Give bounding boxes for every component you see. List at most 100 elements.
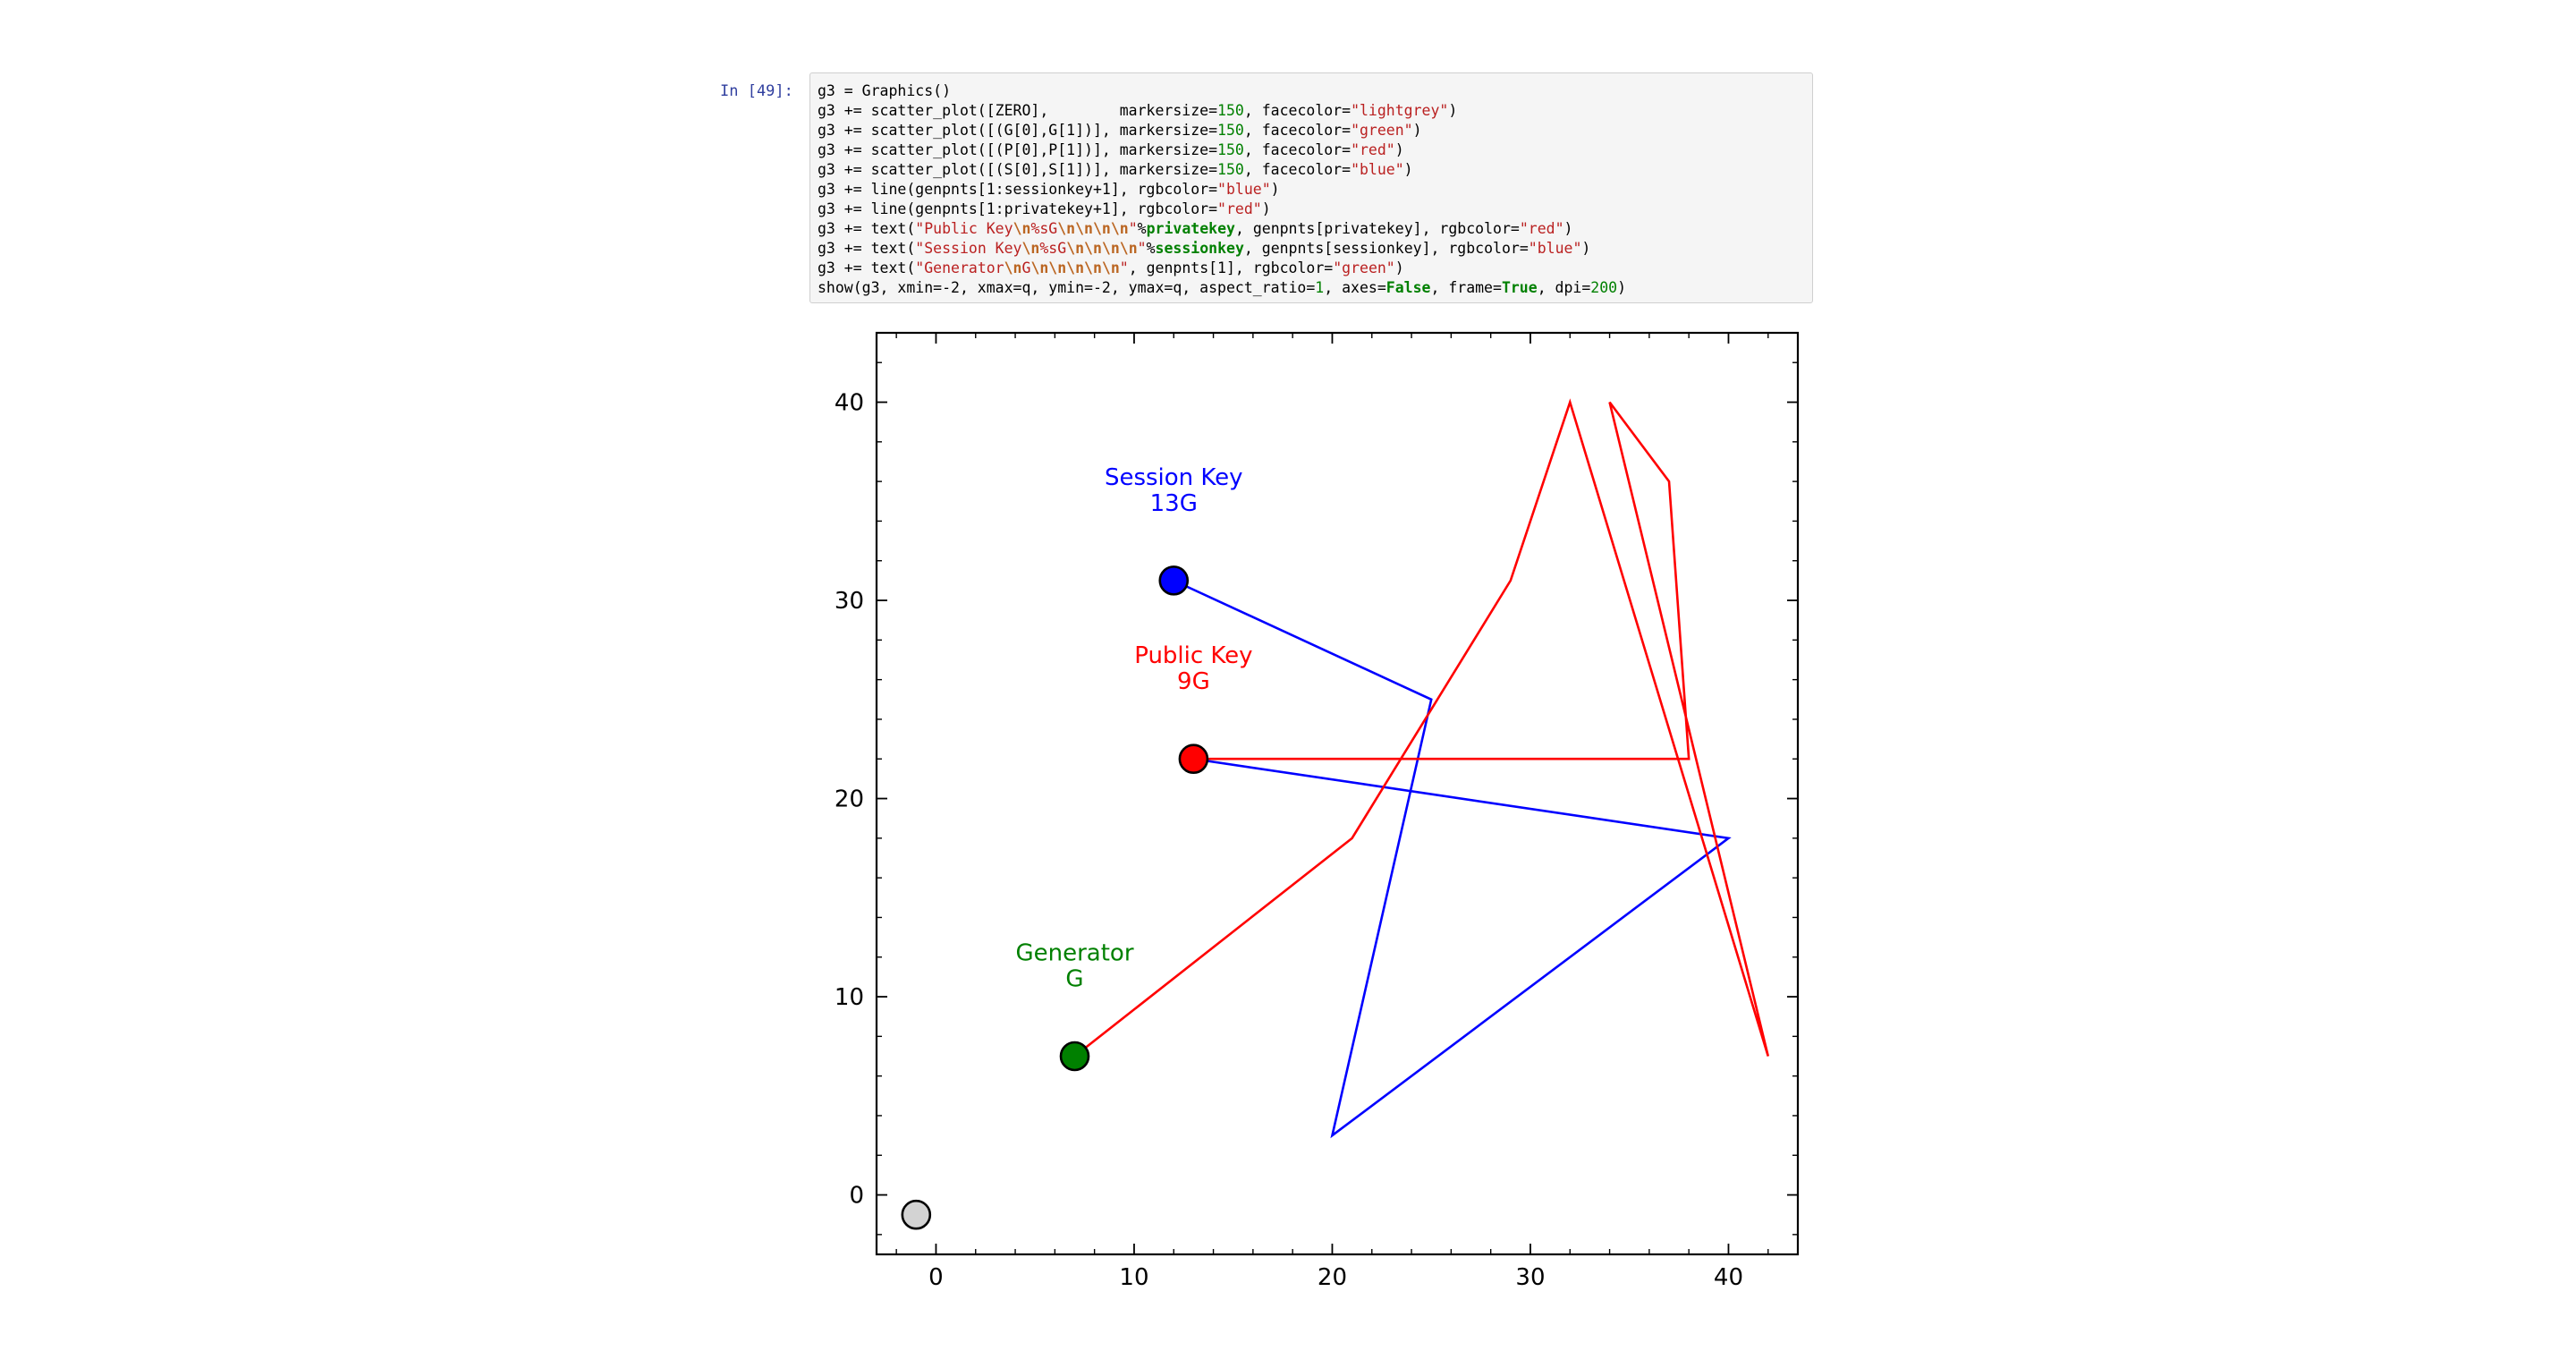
- code-token: 1: [1315, 279, 1325, 296]
- code-token: \n\n\n\n\n: [1030, 259, 1120, 276]
- code-cell-input[interactable]: g3 = Graphics() g3 += scatter_plot([ZERO]…: [809, 72, 1813, 303]
- x-tick-label: 30: [1515, 1264, 1545, 1291]
- y-tick-label: 30: [835, 588, 864, 615]
- code-line: g3 = Graphics(): [818, 81, 1805, 101]
- code-token: , genpnts[1], rgbcolor=: [1128, 259, 1334, 276]
- code-token: , facecolor=: [1243, 102, 1352, 119]
- code-token: ): [1563, 220, 1573, 237]
- code-token: g3 += scatter_plot([ZERO], markersize=: [818, 102, 1218, 119]
- code-token: False: [1385, 279, 1431, 296]
- code-token: ): [1448, 102, 1458, 119]
- code-token: "Session Key: [915, 240, 1022, 257]
- code-token: , genpnts[sessionkey], rgbcolor=: [1243, 240, 1529, 257]
- code-token: "lightgrey": [1351, 102, 1449, 119]
- code-token: \n\n\n\n: [1057, 220, 1129, 237]
- zero-point: [901, 1199, 932, 1230]
- code-token: , facecolor=: [1243, 141, 1352, 158]
- code-token: ): [1412, 122, 1422, 139]
- code-token: %sG: [1030, 220, 1058, 237]
- generator-label: G: [1065, 965, 1083, 992]
- series-line-0: [1173, 579, 1732, 1139]
- code-token: privatekey: [1146, 220, 1235, 237]
- code-token: True: [1501, 279, 1538, 296]
- code-line: g3 += text("Session Key\n%sG\n\n\n\n"%se…: [818, 239, 1805, 259]
- code-token: ": [1128, 220, 1138, 237]
- code-token: g3 += text(: [818, 259, 916, 276]
- code-token: "blue": [1351, 161, 1404, 178]
- code-token: , axes=: [1324, 279, 1386, 296]
- code-token: "blue": [1528, 240, 1582, 257]
- code-token: "Generator: [915, 259, 1004, 276]
- code-token: ): [1394, 259, 1404, 276]
- code-token: g3 += line(genpnts[1:privatekey+1], rgbc…: [818, 200, 1218, 217]
- code-token: ): [1394, 141, 1404, 158]
- code-token: \n\n\n\n: [1066, 240, 1138, 257]
- code-line: g3 += line(genpnts[1:sessionkey+1], rgbc…: [818, 180, 1805, 200]
- code-line: show(g3, xmin=-2, xmax=q, ymin=-2, ymax=…: [818, 278, 1805, 298]
- public-key-label: 9G: [1177, 668, 1210, 695]
- y-tick-label: 20: [835, 786, 864, 813]
- code-token: ): [1581, 240, 1591, 257]
- code-token: 150: [1217, 141, 1244, 158]
- code-token: G: [1021, 259, 1031, 276]
- code-token: , facecolor=: [1243, 161, 1352, 178]
- code-token: , genpnts[privatekey], rgbcolor=: [1234, 220, 1520, 237]
- code-token: , facecolor=: [1243, 122, 1352, 139]
- generator-point: [1059, 1041, 1090, 1072]
- code-token: , dpi=: [1537, 279, 1591, 296]
- code-token: ): [1617, 279, 1627, 296]
- code-token: g3 = Graphics(): [818, 82, 952, 99]
- code-token: "green": [1351, 122, 1413, 139]
- public-key-point: [1178, 743, 1209, 775]
- series-line-1: [1073, 398, 1770, 1058]
- x-tick-label: 40: [1714, 1264, 1743, 1291]
- code-token: \n: [1004, 259, 1022, 276]
- code-token: ): [1403, 161, 1413, 178]
- y-tick-label: 10: [835, 984, 864, 1011]
- code-token: , frame=: [1430, 279, 1502, 296]
- code-token: g3 += scatter_plot([(P[0],P[1])], marker…: [818, 141, 1218, 158]
- session-key-label: 13G: [1150, 490, 1198, 517]
- code-token: 150: [1217, 102, 1244, 119]
- code-token: g3 += line(genpnts[1:sessionkey+1], rgbc…: [818, 181, 1218, 198]
- code-token: g3 += text(: [818, 240, 916, 257]
- code-token: show(g3, xmin=-2, xmax=q, ymin=-2, ymax=…: [818, 279, 1316, 296]
- x-tick-label: 20: [1318, 1264, 1347, 1291]
- y-tick-label: 0: [849, 1183, 864, 1210]
- code-token: "red": [1519, 220, 1564, 237]
- code-token: "red": [1351, 141, 1395, 158]
- generator-label: Generator: [1015, 939, 1133, 966]
- code-token: \n: [1013, 220, 1031, 237]
- code-token: %: [1137, 220, 1147, 237]
- code-token: "Public Key: [915, 220, 1013, 237]
- y-tick-label: 40: [835, 390, 864, 417]
- code-line: g3 += line(genpnts[1:privatekey+1], rgbc…: [818, 200, 1805, 219]
- cell-prompt: In [49]:: [720, 82, 793, 100]
- code-token: "green": [1333, 259, 1395, 276]
- code-token: g3 += scatter_plot([(G[0],G[1])], marker…: [818, 122, 1218, 139]
- code-token: 150: [1217, 122, 1244, 139]
- code-line: g3 += scatter_plot([(G[0],G[1])], marker…: [818, 121, 1805, 140]
- plot-frame: [875, 331, 1800, 1256]
- code-token: "blue": [1217, 181, 1271, 198]
- code-token: sessionkey: [1155, 240, 1244, 257]
- code-token: ): [1261, 200, 1271, 217]
- x-tick-label: 10: [1119, 1264, 1148, 1291]
- code-token: g3 += scatter_plot([(S[0],S[1])], marker…: [818, 161, 1218, 178]
- public-key-label: Public Key: [1134, 642, 1252, 669]
- code-token: ": [1119, 259, 1129, 276]
- session-key-label: Session Key: [1105, 464, 1243, 491]
- code-line: g3 += scatter_plot([(S[0],S[1])], marker…: [818, 160, 1805, 180]
- x-tick-label: 0: [928, 1264, 944, 1291]
- session-key-point: [1158, 565, 1190, 596]
- code-token: g3 += text(: [818, 220, 916, 237]
- code-token: %sG: [1039, 240, 1067, 257]
- code-line: g3 += scatter_plot([ZERO], markersize=15…: [818, 101, 1805, 121]
- code-token: "red": [1217, 200, 1262, 217]
- code-token: 200: [1590, 279, 1618, 296]
- code-token: ): [1270, 181, 1280, 198]
- code-line: g3 += text("Public Key\n%sG\n\n\n\n"%pri…: [818, 219, 1805, 239]
- code-line: g3 += text("Generator\nG\n\n\n\n\n", gen…: [818, 259, 1805, 278]
- code-token: \n: [1021, 240, 1040, 257]
